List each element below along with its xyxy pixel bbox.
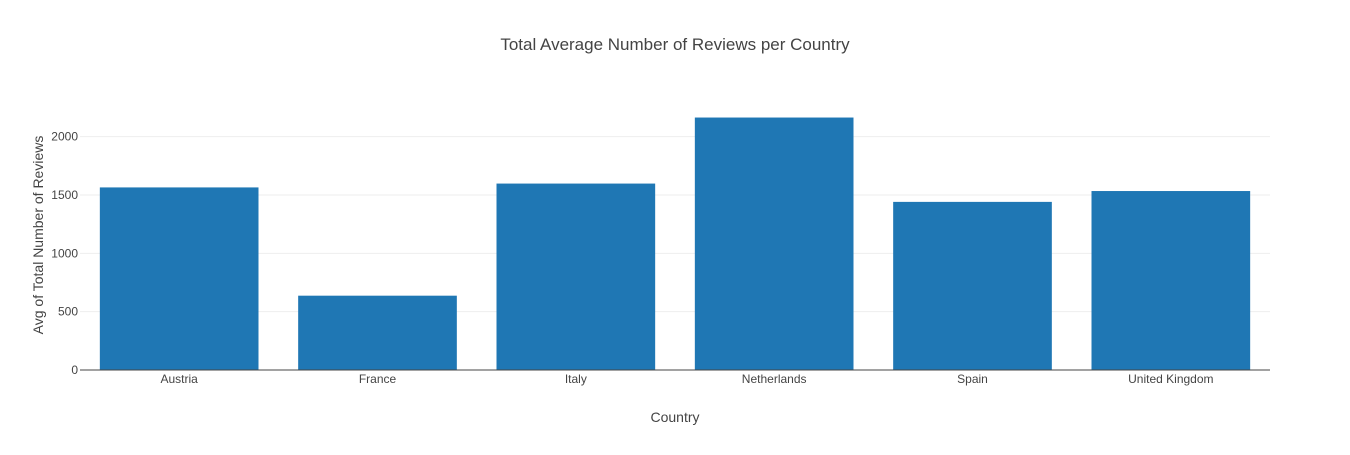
bar-united-kingdom[interactable] xyxy=(1091,191,1251,370)
bar-netherlands[interactable] xyxy=(694,117,854,371)
x-axis-title: Country xyxy=(650,409,699,425)
y-tick-label: 0 xyxy=(71,363,78,377)
bar-italy[interactable] xyxy=(496,183,656,370)
y-tick-label: 1000 xyxy=(51,246,78,260)
y-axis-title: Avg of Total Number of Reviews xyxy=(30,136,46,335)
y-tick-label: 1500 xyxy=(51,188,78,202)
y-tick-label: 500 xyxy=(58,305,78,319)
y-axis-ticks: 0 500 1000 1500 2000 xyxy=(51,130,78,377)
y-tick-label: 2000 xyxy=(51,130,78,144)
grid-lines xyxy=(80,136,1270,313)
bar-spain[interactable] xyxy=(893,201,1052,370)
x-tick-label: Spain xyxy=(957,372,988,386)
bars xyxy=(99,117,1251,371)
bar-austria[interactable] xyxy=(99,187,259,370)
x-tick-label: Netherlands xyxy=(742,372,807,386)
x-axis-ticks: Austria France Italy Netherlands Spain United… xyxy=(160,372,1213,386)
chart-title: Total Average Number of Reviews per Coun… xyxy=(500,35,850,54)
x-tick-label: France xyxy=(359,372,397,386)
x-tick-label: Austria xyxy=(160,372,198,386)
x-tick-label: Italy xyxy=(565,372,587,386)
x-tick-label: United Kingdom xyxy=(1128,372,1213,386)
bar-france[interactable] xyxy=(298,295,457,370)
